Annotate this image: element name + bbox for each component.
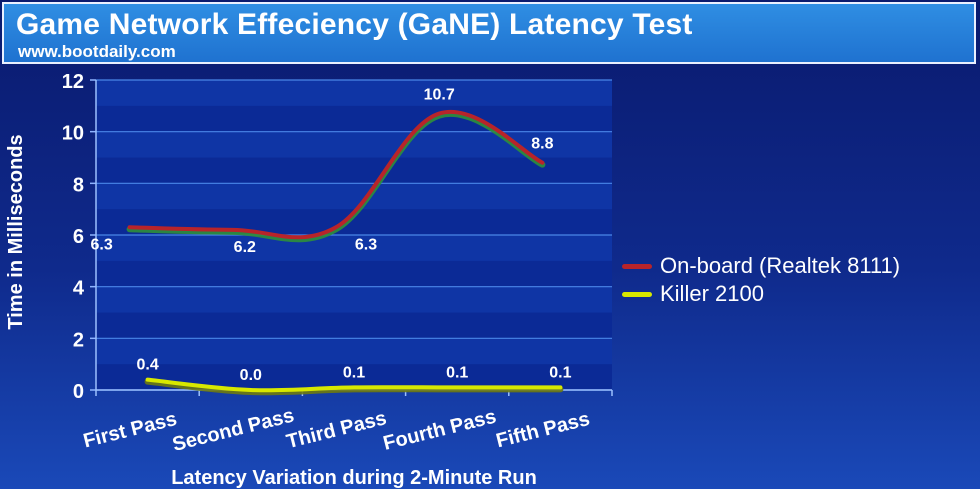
x-tick-label: First Pass <box>81 408 179 452</box>
x-tick-label: Fourth Pass <box>381 406 498 455</box>
chart-title: Game Network Effeciency (GaNE) Latency T… <box>16 8 693 41</box>
y-tick-label: 10 <box>62 123 84 145</box>
data-label: 6.3 <box>355 236 377 253</box>
plot-band <box>96 235 612 261</box>
data-label: 0.1 <box>446 364 468 381</box>
data-label: 8.8 <box>531 136 553 153</box>
y-axis-label: Time in Milliseconds <box>5 134 27 329</box>
legend: On-board (Realtek 8111) Killer 2100 <box>622 252 900 308</box>
header-banner: Game Network Effeciency (GaNE) Latency T… <box>2 2 976 64</box>
data-label: 0.0 <box>240 367 262 384</box>
plot-band <box>96 183 612 210</box>
y-tick-label: 4 <box>73 278 85 300</box>
legend-swatch-realtek <box>622 263 652 269</box>
y-tick-label: 8 <box>73 174 84 196</box>
x-axis-label: Latency Variation during 2-Minute Run <box>171 467 537 489</box>
x-tick-label: Second Pass <box>170 404 296 455</box>
legend-item-realtek: On-board (Realtek 8111) <box>622 252 900 280</box>
series-line-killer-shadow <box>144 378 564 396</box>
y-tick-label: 12 <box>62 71 84 93</box>
y-tick-label: 0 <box>73 381 84 403</box>
y-tick-label: 6 <box>73 226 84 248</box>
legend-label-realtek: On-board (Realtek 8111) <box>660 253 901 278</box>
legend-label-killer: Killer 2100 <box>660 281 764 306</box>
plot-band <box>96 286 612 313</box>
plot-band <box>96 80 612 106</box>
data-label: 6.3 <box>90 236 112 253</box>
legend-item-killer: Killer 2100 <box>622 280 900 308</box>
chart-subtitle: www.bootdaily.com <box>18 42 176 61</box>
data-label: 0.1 <box>343 364 365 381</box>
legend-swatch-killer <box>622 291 652 297</box>
data-label: 0.1 <box>549 364 571 381</box>
x-tick-label: Third Pass <box>284 407 389 453</box>
data-label: 10.7 <box>424 87 455 104</box>
data-label: 6.2 <box>234 239 256 256</box>
data-label: 0.4 <box>136 357 158 374</box>
series-line-realtek <box>127 109 545 240</box>
x-tick-label: Fifth Pass <box>494 408 592 452</box>
y-tick-label: 2 <box>73 329 84 351</box>
series-line-killer <box>145 377 563 393</box>
plot-band <box>96 338 612 365</box>
